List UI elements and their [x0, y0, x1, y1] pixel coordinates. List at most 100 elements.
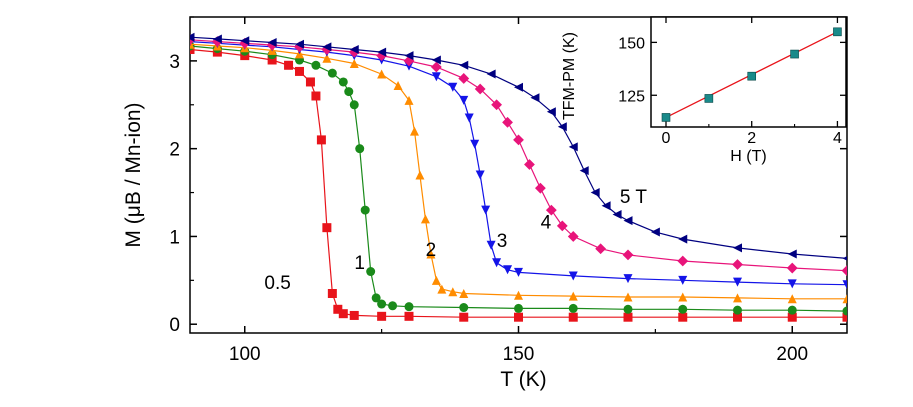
data-point	[349, 100, 359, 110]
data-point	[377, 69, 387, 79]
data-point	[841, 265, 847, 277]
data-point	[678, 304, 688, 314]
inset-data-point	[704, 94, 714, 103]
data-point	[459, 289, 469, 298]
data-point	[474, 83, 486, 95]
data-point	[524, 159, 535, 170]
data-point	[678, 312, 688, 322]
data-point	[295, 39, 304, 49]
data-point	[567, 231, 579, 242]
data-point	[266, 39, 278, 51]
inset-x-tick-label: 4	[833, 130, 842, 147]
data-point	[650, 227, 660, 237]
data-point	[623, 312, 633, 322]
data-point	[568, 291, 578, 301]
data-point	[579, 166, 589, 176]
data-point	[327, 289, 337, 298]
data-point	[786, 262, 798, 274]
data-point	[305, 77, 315, 87]
data-point	[448, 287, 458, 297]
data-point	[404, 311, 414, 321]
data-point	[568, 303, 578, 313]
y-tick-label: 1	[169, 227, 180, 248]
data-point	[590, 188, 600, 198]
data-point	[377, 299, 387, 309]
data-point	[327, 68, 337, 78]
data-point	[677, 255, 689, 267]
data-point	[612, 210, 622, 219]
y-axis-title-group: M (μB / Mn-ion)	[122, 102, 145, 247]
curve-label: 0.5	[264, 273, 290, 294]
data-point	[404, 302, 414, 312]
data-point	[349, 310, 359, 320]
data-point	[404, 51, 414, 61]
data-point	[431, 72, 441, 82]
curve-label: 1	[354, 253, 365, 274]
data-point	[530, 93, 540, 103]
data-point	[338, 309, 348, 319]
data-point	[376, 50, 388, 62]
data-point	[311, 91, 321, 101]
data-point	[355, 144, 365, 154]
data-point	[348, 46, 360, 58]
data-point	[787, 249, 797, 259]
data-point	[545, 204, 557, 216]
data-point	[514, 290, 523, 300]
data-point	[514, 82, 523, 92]
data-point	[787, 305, 797, 315]
data-point	[470, 139, 480, 149]
data-point	[623, 292, 633, 302]
data-point	[622, 249, 634, 261]
inset-data-point	[661, 113, 671, 122]
y-tick-label: 2	[169, 140, 180, 161]
data-point	[678, 234, 688, 244]
data-point	[393, 80, 403, 90]
data-point	[338, 77, 348, 87]
inset-y-axis-title: TFM-PM (K)	[561, 32, 578, 120]
data-point	[426, 249, 436, 259]
data-point	[733, 312, 742, 322]
data-point	[403, 55, 415, 67]
x-tick-label: 200	[776, 344, 808, 365]
data-point	[535, 182, 546, 194]
data-point	[491, 99, 502, 111]
inset-y-tick-label: 150	[618, 35, 645, 52]
data-point	[360, 205, 370, 215]
data-point	[267, 37, 277, 47]
data-point	[475, 170, 485, 180]
curve-label: 4	[541, 213, 552, 234]
data-point	[404, 95, 414, 105]
inset-y-axis-title-group: TFM-PM (K)	[561, 32, 578, 120]
data-point	[212, 34, 222, 44]
data-point	[349, 59, 359, 69]
data-point	[733, 243, 742, 253]
curve-label: 5 T	[620, 187, 648, 208]
data-point	[284, 60, 294, 70]
data-point	[322, 53, 332, 63]
data-point	[430, 61, 442, 73]
data-point	[459, 60, 469, 70]
curve-label: 2	[426, 240, 437, 261]
data-point	[366, 267, 376, 277]
data-point	[464, 113, 474, 123]
data-point	[502, 116, 513, 128]
inset-y-tick-label: 125	[618, 88, 645, 105]
main-plot: 100 150 200 0 1 2 3 T (K) M (μB / Mn-ion) 0.5 1 2 3 4…	[122, 16, 848, 391]
data-point	[595, 243, 607, 255]
data-point	[732, 259, 743, 270]
data-point	[842, 306, 847, 316]
data-point	[623, 274, 633, 284]
inset-x-tick-label: 0	[662, 130, 671, 147]
y-tick-label: 0	[169, 315, 180, 336]
series-layer	[190, 32, 847, 322]
data-point	[787, 294, 797, 304]
inset-x-tick-label: 2	[747, 130, 756, 147]
data-point	[503, 265, 513, 275]
data-point	[295, 66, 304, 76]
data-point	[377, 47, 387, 57]
y-axis-title: M (μB / Mn-ion)	[122, 102, 145, 247]
data-point	[733, 277, 742, 287]
data-point	[513, 134, 524, 146]
data-point	[316, 135, 326, 145]
data-point	[431, 55, 441, 65]
